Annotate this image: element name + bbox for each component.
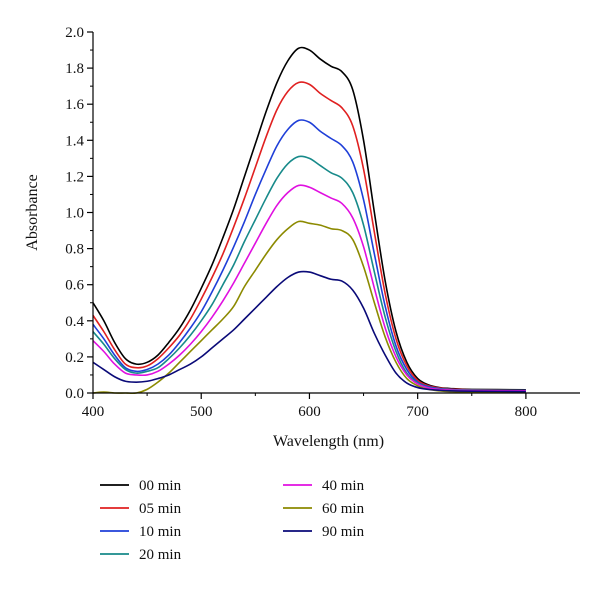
legend: 00 min 05 min 10 min 20 min 40 min 60 min 90 m… — [100, 478, 365, 563]
legend-label: 40 min — [322, 478, 365, 494]
tick-labels: 0.0 0.2 0.4 0.6 0.8 1.0 1.2 1.4 1.6 1.8 2.0 400 500 6… — [65, 25, 537, 420]
x-tick-label: 400 — [82, 404, 105, 420]
y-tick-label: 0.8 — [65, 242, 84, 258]
y-tick-label: 1.6 — [65, 97, 84, 113]
legend-label: 05 min — [139, 501, 182, 517]
legend-label: 10 min — [139, 524, 182, 540]
y-tick-label: 1.2 — [65, 169, 84, 185]
series-line-5 — [92, 220, 526, 395]
legend-label: 20 min — [139, 547, 182, 563]
y-tick-label: 1.0 — [65, 206, 84, 222]
y-tick-label: 0.2 — [65, 350, 84, 366]
legend-label: 00 min — [139, 478, 182, 494]
series-line-4 — [92, 184, 526, 392]
x-tick-label: 600 — [298, 404, 321, 420]
legend-label: 60 min — [322, 501, 365, 517]
x-tick-label: 500 — [190, 404, 213, 420]
y-tick-label: 0.0 — [65, 386, 84, 402]
axes — [87, 31, 580, 399]
x-tick-label: 700 — [406, 404, 429, 420]
y-axis-title: Absorbance — [24, 174, 41, 250]
y-tick-label: 1.4 — [65, 133, 84, 149]
x-tick-label: 800 — [515, 404, 538, 420]
y-tick-label: 1.8 — [65, 61, 84, 77]
x-axis-title: Wavelength (nm) — [273, 433, 384, 450]
series-line-2 — [92, 119, 526, 392]
legend-label: 90 min — [322, 524, 365, 540]
series-line-0 — [92, 46, 526, 391]
series-line-1 — [92, 81, 526, 392]
series-line-3 — [92, 155, 526, 392]
series-line-6 — [92, 270, 526, 393]
y-tick-label: 0.4 — [65, 314, 84, 330]
y-tick-label: 2.0 — [65, 25, 84, 41]
y-tick-label: 0.6 — [65, 278, 84, 294]
series-lines — [92, 46, 526, 395]
